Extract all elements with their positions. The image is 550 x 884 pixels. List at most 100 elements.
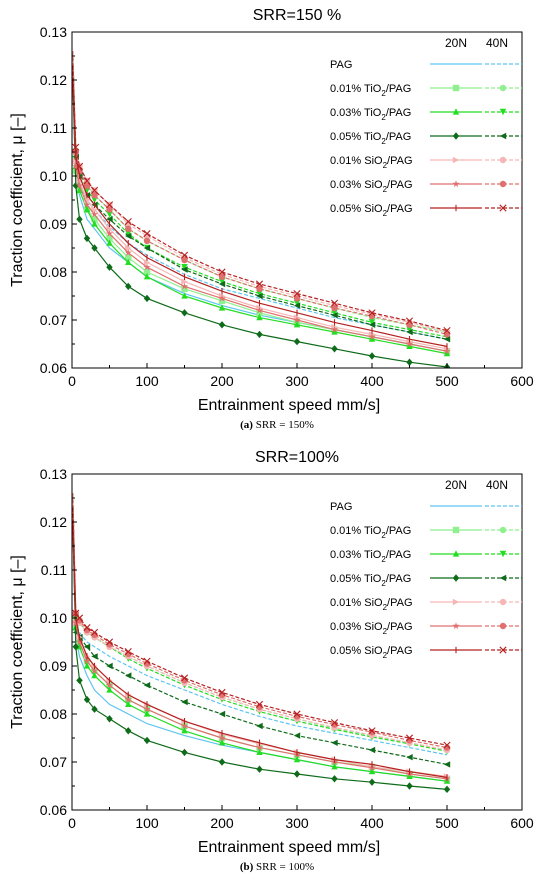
data-point bbox=[125, 230, 132, 237]
data-point bbox=[181, 285, 188, 292]
data-point bbox=[368, 335, 376, 342]
data-point bbox=[83, 177, 91, 185]
data-point bbox=[72, 162, 80, 170]
legend-entry-label: 0.03% TiO2/PAG bbox=[330, 107, 411, 122]
data-point bbox=[181, 748, 188, 757]
series-line bbox=[72, 65, 448, 355]
legend-col-header: 40N bbox=[486, 478, 508, 492]
data-point bbox=[293, 321, 301, 328]
plot-area bbox=[72, 51, 451, 368]
data-point bbox=[293, 710, 301, 718]
data-point bbox=[218, 710, 226, 718]
data-point bbox=[256, 722, 263, 730]
data-point bbox=[106, 211, 113, 218]
data-point bbox=[181, 309, 188, 317]
chart-srr-150: SRR=150 % 0 100 200 300 400 500 600 0.06 0.07 0.08… bbox=[9, 7, 534, 431]
y-tick-label: 0.06 bbox=[40, 360, 67, 376]
data-point bbox=[143, 263, 151, 271]
legend-entry-label: 0.05% SiO2/PAG bbox=[330, 203, 413, 218]
x-axis-label: Entrainment speed mm/s] bbox=[198, 839, 380, 856]
data-point bbox=[106, 239, 113, 246]
data-point bbox=[218, 691, 226, 698]
data-point bbox=[405, 340, 414, 348]
data-point bbox=[143, 244, 151, 252]
data-point bbox=[406, 772, 413, 779]
data-point bbox=[106, 715, 113, 723]
x-tick-label: 500 bbox=[435, 373, 459, 389]
legend-entry-label: 0.03% SiO2/PAG bbox=[330, 179, 413, 194]
caption-text: SRR = 150% bbox=[253, 419, 314, 431]
data-point bbox=[91, 671, 98, 679]
data-point bbox=[75, 181, 84, 189]
chart-title: SRR=100% bbox=[255, 449, 339, 466]
data-point bbox=[255, 700, 264, 708]
data-point bbox=[124, 218, 132, 226]
legend: 20N 40N PAG 0.01% TiO2/PAG 0.03% TiO2/PAG 0.0… bbox=[330, 478, 522, 660]
legend-marker-20n bbox=[452, 550, 460, 557]
x-axis-label: Entrainment speed mm/s] bbox=[198, 397, 380, 414]
legend-marker-40n bbox=[499, 550, 507, 558]
data-point bbox=[406, 782, 413, 790]
y-tick-label: 0.06 bbox=[40, 802, 67, 818]
legend-marker-40n bbox=[499, 156, 507, 164]
data-point bbox=[331, 775, 338, 783]
data-point bbox=[330, 325, 339, 333]
data-point bbox=[106, 662, 113, 670]
y-tick-label: 0.08 bbox=[40, 706, 67, 722]
series-line bbox=[72, 79, 448, 347]
data-point bbox=[91, 192, 98, 199]
data-point bbox=[180, 282, 189, 290]
data-point bbox=[443, 349, 451, 357]
data-point bbox=[255, 280, 264, 288]
data-point bbox=[218, 304, 226, 311]
legend-entry-label: 0.05% SiO2/PAG bbox=[330, 645, 413, 660]
y-tick-label: 0.11 bbox=[41, 120, 67, 136]
data-point bbox=[331, 312, 338, 319]
data-point bbox=[76, 186, 83, 193]
data-point bbox=[106, 225, 113, 232]
data-point bbox=[91, 216, 98, 223]
data-point bbox=[181, 256, 188, 264]
data-point bbox=[218, 688, 226, 696]
data-point bbox=[293, 770, 301, 778]
data-point bbox=[218, 739, 226, 746]
x-tick-label: 300 bbox=[285, 815, 309, 831]
data-point bbox=[83, 205, 91, 213]
series-line bbox=[72, 507, 448, 756]
data-point bbox=[218, 268, 226, 276]
data-point bbox=[368, 778, 376, 786]
data-point bbox=[181, 698, 188, 706]
data-point bbox=[330, 299, 339, 307]
data-point bbox=[406, 358, 413, 366]
data-point bbox=[83, 695, 91, 704]
data-point bbox=[443, 741, 451, 749]
data-point bbox=[105, 201, 114, 209]
data-point bbox=[406, 326, 413, 333]
legend-marker-20n bbox=[452, 180, 460, 188]
data-point bbox=[106, 235, 113, 242]
series-line bbox=[72, 521, 448, 790]
data-point bbox=[83, 626, 91, 634]
y-axis-label: Traction coefficient, μ [–] bbox=[9, 555, 26, 729]
legend-marker-40n bbox=[499, 108, 507, 116]
series-line bbox=[72, 65, 448, 340]
data-point bbox=[256, 285, 263, 292]
data-point bbox=[256, 290, 263, 297]
data-point bbox=[143, 705, 151, 713]
series-line bbox=[72, 521, 448, 751]
legend-marker-40n bbox=[499, 132, 507, 140]
data-point bbox=[443, 761, 451, 768]
caption-label: (a) bbox=[240, 419, 253, 431]
data-point bbox=[256, 313, 263, 321]
data-point bbox=[125, 254, 132, 261]
data-point bbox=[124, 249, 132, 256]
data-point bbox=[405, 317, 414, 325]
data-point bbox=[368, 333, 376, 340]
data-point bbox=[180, 722, 189, 730]
data-point bbox=[368, 746, 376, 754]
data-point bbox=[105, 638, 114, 646]
x-tick-label: 100 bbox=[135, 373, 159, 389]
data-point bbox=[180, 674, 189, 682]
data-point bbox=[256, 748, 263, 755]
